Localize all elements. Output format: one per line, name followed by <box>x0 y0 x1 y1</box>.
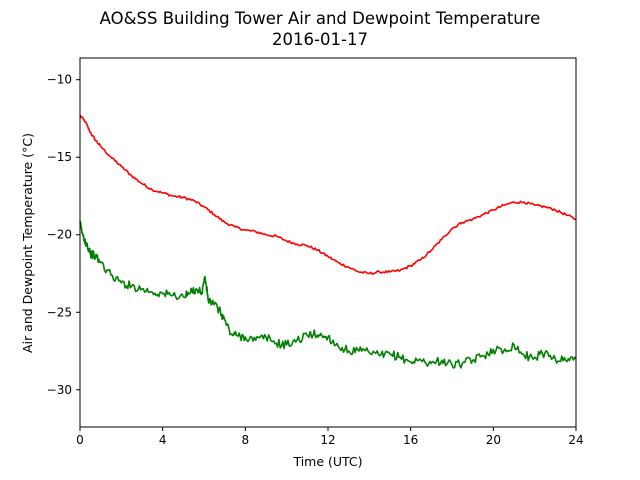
x-tick-label: 20 <box>486 433 501 447</box>
x-tick-label: 0 <box>76 433 84 447</box>
series-line-1 <box>79 114 577 275</box>
y-tick-label: −30 <box>47 383 72 397</box>
axis-ticks: 0 4 8 12 16 20 24 −30 −25 −20 −15 −10 <box>47 73 584 447</box>
plot-frame <box>79 57 577 428</box>
x-tick-label: 16 <box>403 433 418 447</box>
plot-area <box>79 57 577 428</box>
chart-subtitle: 2016-01-17 <box>272 30 368 49</box>
y-tick-label: −15 <box>47 150 72 164</box>
y-axis-label: Air and Dewpoint Temperature (°C) <box>20 133 35 353</box>
chart-title: AO&SS Building Tower Air and Dewpoint Te… <box>100 9 541 28</box>
x-tick-label: 8 <box>242 433 250 447</box>
y-tick-label: −25 <box>47 305 72 319</box>
x-tick-label: 24 <box>568 433 583 447</box>
x-axis-label: Time (UTC) <box>292 454 362 469</box>
x-tick-label: 12 <box>320 433 335 447</box>
x-tick-label: 4 <box>159 433 167 447</box>
y-tick-label: −10 <box>47 73 72 87</box>
series-line-2 <box>79 220 577 369</box>
y-tick-label: −20 <box>47 228 72 242</box>
